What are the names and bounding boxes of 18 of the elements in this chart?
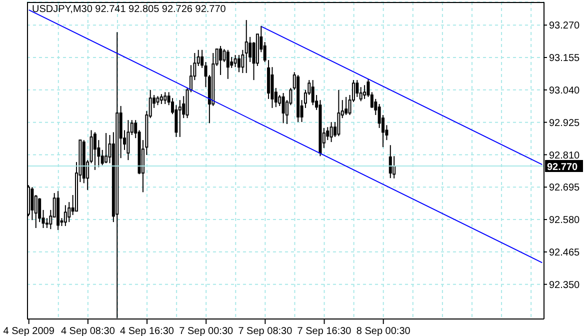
x-tick-label: 4 Sep 08:30 <box>60 326 116 336</box>
y-tick-label: 92.695 <box>549 182 580 194</box>
y-tick-label: 93.155 <box>549 53 580 64</box>
ref-line-label: 92.770 <box>547 162 578 173</box>
y-tick-label: 92.810 <box>549 150 580 162</box>
x-tick-label: 7 Sep 08:30 <box>238 326 293 336</box>
chart-title: USDJPY,M30 92.741 92.805 92.726 92.770 <box>32 4 226 15</box>
x-tick-label: 7 Sep 16:30 <box>297 326 352 336</box>
y-tick-label: 92.580 <box>549 215 580 226</box>
x-tick-label: 4 Sep 16:30 <box>120 326 174 336</box>
x-tick-label: 7 Sep 00:30 <box>179 326 234 336</box>
y-tick-label: 92.925 <box>549 118 580 129</box>
y-tick-label: 93.040 <box>549 85 580 96</box>
y-tick-label: 93.270 <box>549 20 580 32</box>
y-tick-label: 92.465 <box>549 247 580 258</box>
y-tick-label: 92.350 <box>549 280 580 291</box>
x-tick-label: 4 Sep 2009 <box>3 326 55 336</box>
x-tick-label: 8 Sep 00:30 <box>356 326 411 336</box>
